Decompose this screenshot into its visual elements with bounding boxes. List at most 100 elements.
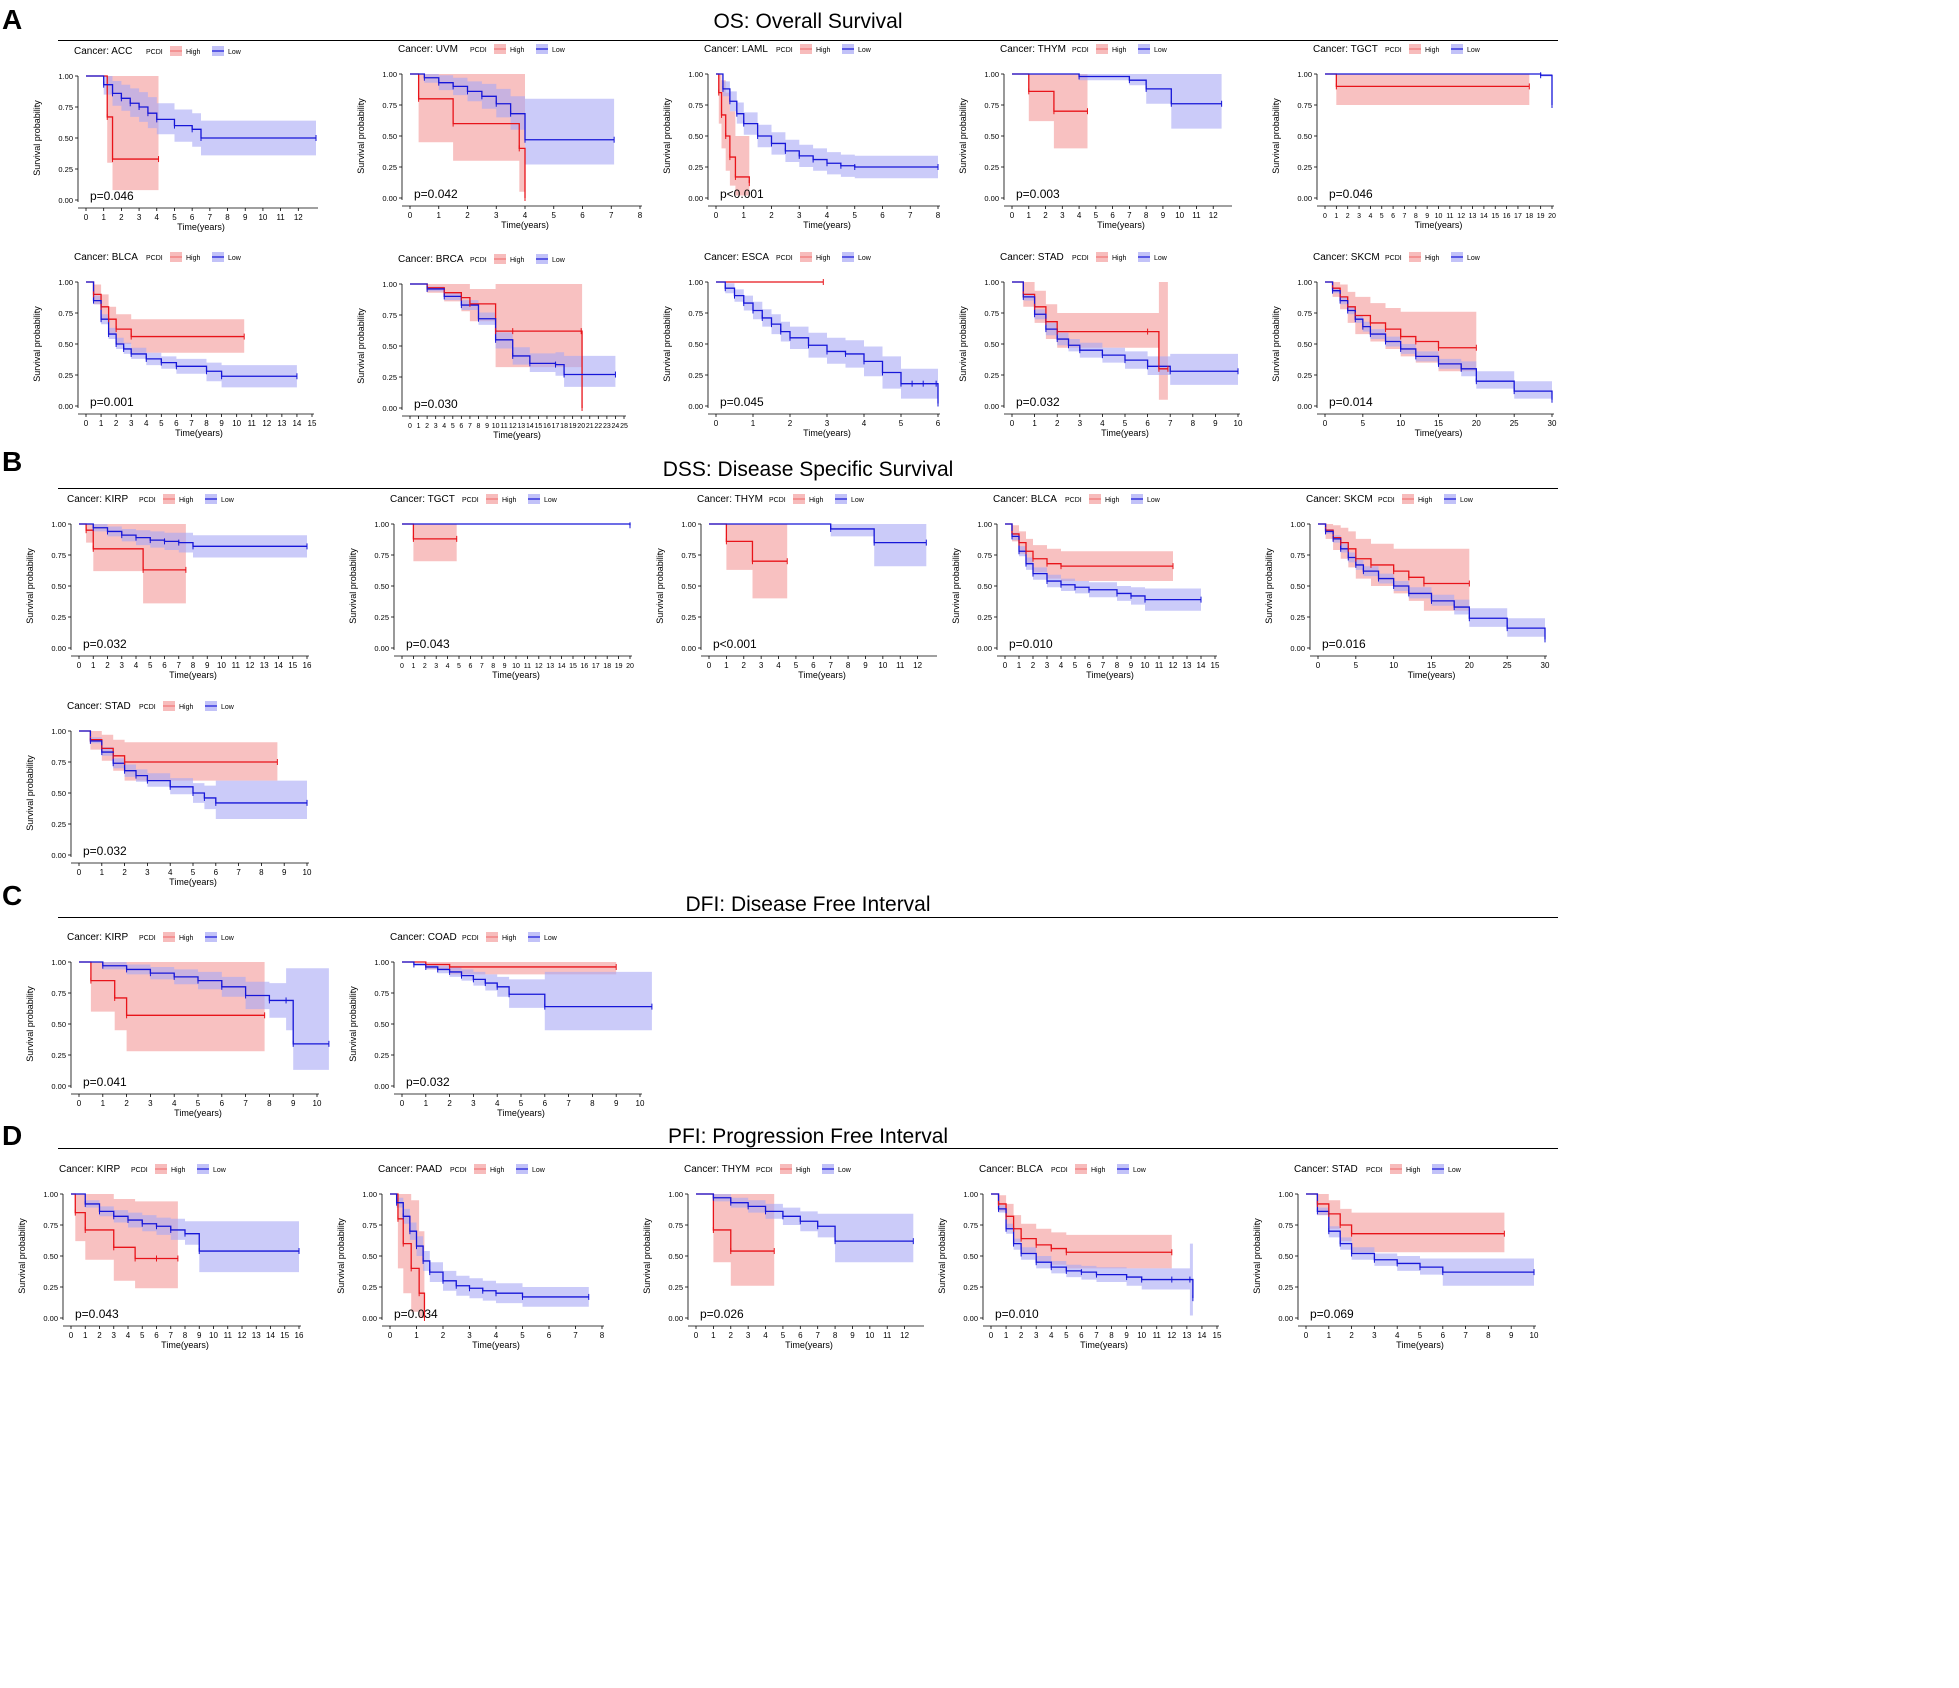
x-tick-label: 15 (308, 419, 317, 428)
y-tick-label: 0.00 (374, 1082, 389, 1091)
y-tick-label: 0.25 (688, 371, 703, 380)
y-tick-label: 0.25 (977, 613, 992, 622)
y-tick-label: 0.25 (984, 371, 999, 380)
low-ci-band (1012, 74, 1222, 129)
x-tick-label: 7 (1463, 1331, 1468, 1340)
legend-high-label: High (796, 1167, 811, 1174)
legend-high-band (494, 44, 506, 54)
x-tick-label: 4 (1077, 211, 1082, 220)
y-tick-label: 0.25 (1297, 371, 1312, 380)
y-tick-label: 0.50 (51, 789, 66, 798)
x-tick-label: 19 (569, 423, 577, 430)
x-tick-label: 8 (1144, 211, 1149, 220)
x-tick-label: 1 (742, 211, 747, 220)
y-tick-label: 1.00 (1297, 70, 1312, 79)
km-plot-16: Cancer: STAD PCDI High Low 0.00 0.25 0.50 0.75 1… (25, 701, 312, 887)
legend-high-band (486, 494, 498, 504)
legend-low-label: Low (221, 497, 235, 504)
x-tick-label: 14 (292, 419, 301, 428)
p-value-label: p=0.042 (414, 187, 458, 201)
low-ci-band (1306, 1194, 1534, 1286)
x-tick-label: 1 (100, 868, 105, 877)
x-tick-label: 7 (208, 213, 213, 222)
x-axis-title: Time(years) (493, 430, 541, 440)
x-tick-label: 2 (1019, 1331, 1024, 1340)
legend-high-label: High (179, 935, 194, 942)
legend-high-label: High (1112, 47, 1127, 54)
y-tick-label: 0.00 (668, 1314, 683, 1323)
x-tick-label: 10 (512, 663, 520, 670)
x-tick-label: 1 (1027, 211, 1032, 220)
x-tick-label: 6 (190, 213, 195, 222)
x-tick-label: 8 (1109, 1331, 1114, 1340)
x-tick-label: 12 (1457, 213, 1465, 220)
km-plot-7: Cancer: BRCA PCDI High Low 0.00 0.25 0.50 0.75 1… (356, 254, 628, 440)
low-ci-band (716, 282, 938, 406)
x-tick-label: 4 (494, 1331, 499, 1340)
km-plot-14: Cancer: BLCA PCDI High Low 0.00 0.25 0.50 0.75 1… (951, 494, 1220, 680)
legend-low-label: Low (1154, 255, 1168, 262)
x-tick-label: 1 (1017, 661, 1022, 670)
x-tick-label: 8 (936, 211, 941, 220)
km-plot-17: Cancer: KIRP PCDI High Low 0.00 0.25 0.50 0.75 1… (25, 932, 330, 1118)
y-tick-label: 1.00 (977, 520, 992, 529)
legend-group-label: PCDI (1072, 255, 1089, 262)
legend-high-band (163, 701, 175, 711)
legend-high-band (780, 1164, 792, 1174)
cancer-label: Cancer: THYM (1000, 44, 1066, 55)
x-tick-label: 17 (592, 663, 600, 670)
cancer-label: Cancer: KIRP (59, 1164, 120, 1175)
low-survival-curve (696, 1193, 914, 1242)
x-tick-label: 4 (523, 211, 528, 220)
y-tick-label: 0.50 (382, 132, 397, 141)
low-survival-curve (709, 523, 927, 544)
high-ci-band (1012, 74, 1088, 149)
x-axis-title: Time(years) (161, 1340, 209, 1350)
y-tick-label: 0.00 (1278, 1314, 1293, 1323)
high-survival-curve (390, 1193, 426, 1318)
km-plot-5: Cancer: TGCT PCDI High Low 0.00 0.25 0.50 0.75 1… (1271, 44, 1556, 230)
x-tick-label: 0 (77, 661, 82, 670)
y-tick-label: 0.25 (43, 1283, 58, 1292)
x-axis-title: Time(years) (1097, 220, 1145, 230)
legend-high-label: High (171, 1167, 186, 1174)
high-ci-band (1005, 524, 1173, 581)
y-tick-label: 1.00 (984, 70, 999, 79)
x-tick-label: 9 (197, 1331, 202, 1340)
x-tick-label: 9 (219, 419, 224, 428)
y-axis-title: Survival probability (958, 98, 968, 174)
high-ci-band (696, 1194, 775, 1286)
low-ci-band (1012, 282, 1238, 385)
x-tick-label: 14 (266, 1331, 275, 1340)
x-tick-label: 4 (144, 419, 149, 428)
y-axis-title: Survival probability (655, 548, 665, 624)
x-tick-label: 11 (896, 661, 905, 670)
x-tick-label: 4 (1368, 213, 1372, 220)
x-tick-label: 14 (558, 663, 566, 670)
x-axis-title: Time(years) (174, 1108, 222, 1118)
legend-high-band (793, 494, 805, 504)
cancer-label: Cancer: ESCA (704, 252, 769, 263)
y-tick-label: 0.25 (382, 163, 397, 172)
y-tick-label: 0.25 (374, 613, 389, 622)
x-tick-label: 9 (291, 1099, 296, 1108)
y-axis-title: Survival probability (356, 308, 366, 384)
legend-high-band (494, 254, 506, 264)
y-tick-label: 1.00 (51, 520, 66, 529)
x-tick-label: 9 (485, 423, 489, 430)
section-rule-pfi (58, 1148, 1558, 1149)
km-plot-9: Cancer: STAD PCDI High Low 0.00 0.25 0.50 0.75 1… (958, 252, 1243, 438)
x-tick-label: 6 (459, 423, 463, 430)
x-tick-label: 19 (615, 663, 623, 670)
p-value-label: p=0.041 (83, 1075, 127, 1089)
legend-low-label: Low (221, 704, 235, 711)
y-tick-label: 0.00 (382, 194, 397, 203)
x-tick-label: 10 (1141, 661, 1150, 670)
x-tick-label: 1 (424, 1099, 429, 1108)
x-tick-label: 2 (425, 423, 429, 430)
legend-high-band (170, 46, 182, 56)
legend-group-label: PCDI (1366, 1167, 1383, 1174)
x-tick-label: 4 (862, 419, 867, 428)
x-tick-label: 5 (1354, 661, 1359, 670)
y-tick-label: 0.25 (1290, 613, 1305, 622)
